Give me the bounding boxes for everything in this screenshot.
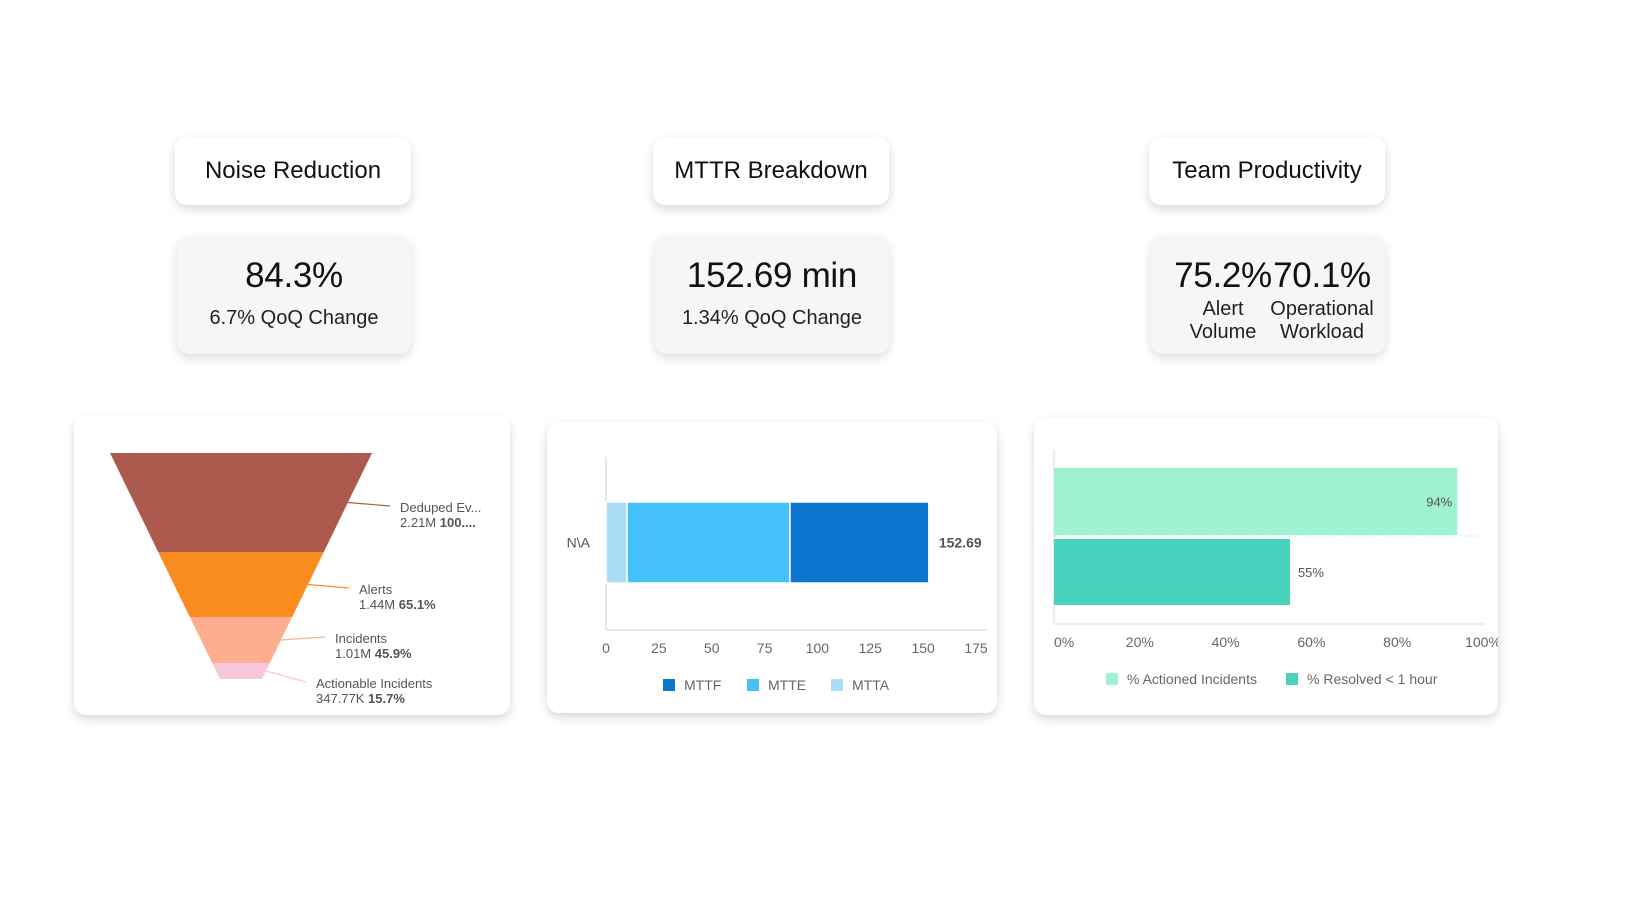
alert-volume-value: 75.2% <box>1174 256 1272 295</box>
productivity-bar-chart: 94% 55% 0% 20% 40% 60% 80% 100% % Actioned Incid… <box>1053 450 1498 687</box>
x-tick-label: 20% <box>1126 634 1154 650</box>
operational-workload-value: 70.1% <box>1273 256 1371 295</box>
x-tick-label: 175 <box>964 640 988 656</box>
legend-label: MTTA <box>852 677 890 693</box>
noise-reduction-value: 84.3% <box>245 256 343 295</box>
x-tick-label: 25 <box>651 640 667 656</box>
funnel-leader-line <box>307 583 350 589</box>
noise-reduction-qoq-change: 6.7% QoQ Change <box>209 307 379 329</box>
funnel-stage-name: Actionable Incidents <box>316 676 433 691</box>
alert-volume-label-line2: Volume <box>1189 321 1257 343</box>
bar-value-label: 94% <box>1426 495 1452 510</box>
funnel-stage-4 <box>212 663 270 679</box>
x-tick-label: 150 <box>911 640 935 656</box>
funnel-stage-name: Alerts <box>359 582 393 597</box>
legend-label: MTTF <box>684 677 721 693</box>
x-tick-label: 40% <box>1212 634 1240 650</box>
section-title-label: Noise Reduction <box>204 157 382 184</box>
funnel-stage-value: 347.77K 15.7% <box>316 691 405 706</box>
noise-reduction-metric-card: 84.3% 6.7% QoQ Change <box>177 236 411 354</box>
legend-swatch-1 <box>1106 673 1118 685</box>
bar-mtte <box>626 501 791 584</box>
x-tick-label: 50 <box>704 640 720 656</box>
mttr-metric-card: 152.69 min 1.34% QoQ Change <box>655 236 889 354</box>
mttr-value: 152.69 min <box>686 256 858 295</box>
operational-workload-metric: 70.1% Operational Workload <box>1269 256 1375 344</box>
operational-workload-label-line2: Workload <box>1279 321 1365 343</box>
funnel-stage-1 <box>110 453 372 552</box>
section-title-label: Team Productivity <box>1172 157 1362 184</box>
funnel-stage-3 <box>189 617 293 663</box>
funnel-leader-line <box>280 636 326 641</box>
legend-label: % Actioned Incidents <box>1127 671 1257 687</box>
mttr-bar-chart: 152.69 N\A 0 25 50 75 100 125 150 175 MTTF MTTE MTTA <box>567 457 988 693</box>
section-title-label: MTTR Breakdown <box>674 157 868 184</box>
x-tick-label: 125 <box>859 640 883 656</box>
section-title-mttr-breakdown: MTTR Breakdown <box>653 137 889 205</box>
x-tick-label: 60% <box>1297 634 1325 650</box>
x-tick-label: 0 <box>602 640 610 656</box>
funnel-leader-line <box>265 670 307 683</box>
bar-mttf <box>789 501 930 584</box>
legend-swatch-mttf <box>663 679 675 691</box>
x-tick-label: 80% <box>1383 634 1411 650</box>
team-productivity-metric-card: 75.2% Alert Volume 70.1% Operational Wor… <box>1151 236 1385 354</box>
funnel-stage-2 <box>158 552 324 617</box>
bar-series-2 <box>1054 539 1290 605</box>
bar-mtta <box>605 501 628 584</box>
section-title-noise-reduction: Noise Reduction <box>175 137 411 205</box>
legend-swatch-mtta <box>831 679 843 691</box>
operational-workload-label-line1: Operational <box>1270 298 1374 320</box>
x-tick-label: 75 <box>757 640 773 656</box>
funnel-stage-name: Incidents <box>335 631 388 646</box>
alert-volume-label-line1: Alert <box>1202 298 1244 320</box>
productivity-bar-chart-card: 94% 55% 0% 20% 40% 60% 80% 100% % Actioned Incid… <box>1034 418 1498 715</box>
funnel-stage-value: 1.01M 45.9% <box>335 646 412 661</box>
mttr-bar-chart-card: 152.69 N\A 0 25 50 75 100 125 150 175 MTTF MTTE MTTA <box>547 422 997 713</box>
funnel-chart-card: Deduped Ev... 2.21M 100.... Alerts 1.44M 65… <box>74 416 510 715</box>
x-tick-label: 0% <box>1054 634 1074 650</box>
funnel-stage-value: 2.21M 100.... <box>400 515 476 530</box>
legend-swatch-2 <box>1286 673 1298 685</box>
funnel-stage-name: Deduped Ev... <box>400 500 481 515</box>
bar-total-label: 152.69 <box>939 535 982 551</box>
section-title-team-productivity: Team Productivity <box>1149 137 1385 205</box>
legend-label: MTTE <box>768 677 806 693</box>
funnel-leader-line <box>347 501 391 507</box>
legend-label: % Resolved < 1 hour <box>1307 671 1438 687</box>
mttr-qoq-change: 1.34% QoQ Change <box>681 307 863 329</box>
x-tick-label: 100 <box>806 640 830 656</box>
bar-series-1 <box>1054 468 1458 535</box>
alert-volume-metric: 75.2% Alert Volume <box>1165 256 1281 344</box>
funnel-stage-value: 1.44M 65.1% <box>359 597 436 612</box>
category-label: N\A <box>567 535 591 551</box>
bar-value-label: 55% <box>1298 565 1324 580</box>
x-tick-label: 100% <box>1465 634 1498 650</box>
legend-swatch-mtte <box>747 679 759 691</box>
